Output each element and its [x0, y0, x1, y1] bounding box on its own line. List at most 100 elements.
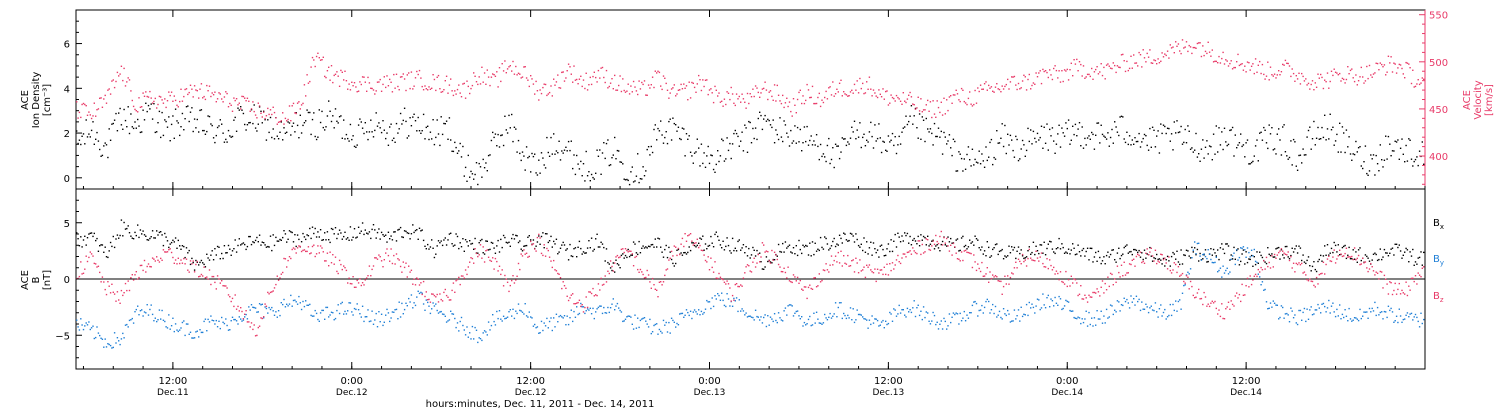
density-point	[321, 110, 323, 113]
bz-point	[546, 247, 548, 250]
density-point	[1288, 156, 1291, 159]
bz-point	[750, 271, 753, 273]
by-point	[376, 326, 379, 328]
bx-point	[371, 228, 373, 231]
density-point	[630, 171, 632, 173]
velocity-point	[562, 71, 564, 73]
density-point	[867, 141, 869, 143]
velocity-point	[746, 92, 749, 95]
bx-point	[1241, 253, 1243, 255]
by-point	[1391, 311, 1394, 313]
by-point	[1366, 311, 1368, 313]
by-point	[1357, 319, 1360, 322]
bz-point	[1356, 257, 1358, 260]
by-point	[223, 322, 226, 325]
bz-point	[1176, 271, 1178, 274]
bx-point	[756, 249, 758, 252]
bx-point	[803, 246, 806, 248]
bx-point	[1013, 246, 1016, 249]
velocity-point	[1130, 55, 1132, 57]
bx-point	[80, 236, 82, 238]
velocity-point	[479, 83, 482, 85]
by-point	[127, 326, 129, 328]
bx-point	[183, 245, 185, 248]
velocity-point	[834, 93, 837, 95]
bz-point	[351, 283, 353, 285]
bx-point	[1357, 249, 1360, 251]
bx-point	[597, 246, 600, 248]
density-point	[1107, 132, 1109, 134]
by-point	[1035, 305, 1037, 307]
velocity-point	[993, 91, 995, 93]
velocity-point	[363, 76, 365, 78]
bz-point	[1179, 275, 1181, 277]
bz-point	[807, 286, 810, 289]
velocity-point	[97, 108, 100, 110]
velocity-point	[455, 93, 457, 95]
velocity-point	[290, 120, 292, 122]
by-point	[1401, 321, 1403, 323]
by-point	[174, 323, 177, 325]
density-point	[1275, 153, 1277, 155]
by-point	[1387, 305, 1390, 307]
velocity-point	[248, 100, 250, 102]
bz-point	[315, 253, 318, 255]
bx-point	[1371, 259, 1373, 261]
velocity-point	[1170, 47, 1173, 49]
bx-point	[199, 261, 201, 264]
velocity-point	[772, 99, 774, 101]
bx-point	[1005, 256, 1007, 258]
bz-point	[771, 249, 773, 252]
by-point	[482, 332, 484, 334]
bz-point	[752, 261, 754, 263]
bx-point	[1158, 258, 1161, 260]
density-point	[860, 146, 862, 149]
bz-point	[1192, 294, 1194, 297]
bx-point	[1391, 247, 1394, 249]
bz-point	[1212, 302, 1215, 304]
by-point	[1162, 311, 1165, 314]
by-point	[639, 319, 642, 322]
density-point	[658, 130, 661, 132]
by-point	[467, 336, 469, 338]
by-point	[1226, 267, 1228, 269]
bz-point	[245, 310, 247, 312]
velocity-point	[548, 91, 551, 94]
bz-point	[763, 244, 765, 246]
density-point	[1309, 126, 1311, 128]
bx-point	[1230, 254, 1232, 256]
velocity-point	[585, 72, 587, 74]
by-point	[921, 318, 923, 321]
by-point	[1349, 318, 1352, 320]
by-point	[665, 321, 667, 324]
velocity-point	[1067, 79, 1070, 81]
bz-point	[1405, 281, 1407, 283]
velocity-point	[1233, 66, 1235, 69]
bz-point	[376, 258, 379, 260]
by-point	[161, 309, 163, 312]
velocity-point	[1376, 62, 1379, 65]
bx-point	[1038, 252, 1040, 255]
bx-point	[946, 245, 948, 247]
by-point	[849, 307, 852, 309]
density-point	[1248, 163, 1250, 165]
bx-point	[1172, 251, 1174, 254]
density-point	[418, 130, 421, 132]
by-point	[311, 315, 314, 317]
bz-point	[664, 274, 666, 277]
bz-point	[1234, 295, 1236, 297]
density-point	[325, 126, 327, 128]
by-point	[254, 307, 257, 309]
velocity-point	[1054, 65, 1056, 67]
density-point	[267, 119, 269, 121]
bz-point	[687, 235, 689, 237]
bx-point	[1313, 261, 1315, 263]
bx-point	[1019, 252, 1021, 255]
density-point	[646, 148, 648, 151]
by-point	[582, 306, 585, 308]
density-point	[1230, 129, 1232, 131]
by-point	[498, 310, 501, 312]
by-point	[356, 303, 358, 305]
density-point	[337, 122, 339, 124]
bz-point	[673, 245, 675, 247]
